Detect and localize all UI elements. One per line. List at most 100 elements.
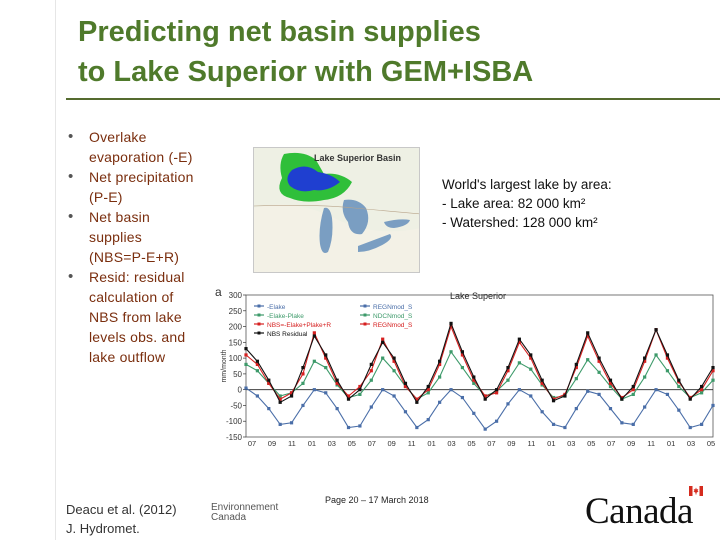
series-point-0 bbox=[301, 403, 305, 408]
x-tick-label: 11 bbox=[408, 439, 416, 447]
series-point-2 bbox=[631, 388, 635, 392]
series-point-2 bbox=[369, 369, 373, 373]
series-point-2 bbox=[301, 372, 305, 376]
series-point-0 bbox=[597, 392, 601, 396]
page-footer: Page 20 – 17 March 2018 bbox=[325, 495, 429, 505]
series-point-2 bbox=[255, 362, 259, 367]
facts-heading: World's largest lake by area: bbox=[442, 177, 612, 192]
series-point-0 bbox=[358, 424, 362, 428]
series-point-3 bbox=[472, 375, 476, 379]
bullet-item: • Net basin supplies (NBS=P-E+R) bbox=[62, 207, 202, 267]
x-tick-label: 03 bbox=[687, 439, 695, 447]
x-tick-label: 05 bbox=[348, 439, 356, 447]
series-line-1 bbox=[245, 350, 714, 400]
series-point-3 bbox=[643, 356, 647, 360]
series-point-0 bbox=[267, 407, 271, 411]
series-point-3 bbox=[289, 394, 294, 398]
series-point-3 bbox=[358, 388, 362, 392]
series-point-1 bbox=[529, 367, 533, 371]
series-point-3 bbox=[460, 350, 465, 354]
series-point-2 bbox=[426, 388, 430, 392]
series-point-2 bbox=[529, 356, 533, 360]
series-point-2 bbox=[278, 397, 282, 401]
series-point-3 bbox=[711, 365, 715, 370]
x-tick-label: 07 bbox=[368, 439, 376, 447]
series-point-1 bbox=[381, 356, 385, 360]
legend-marker bbox=[257, 322, 261, 326]
series-point-3 bbox=[346, 397, 351, 401]
lake-facts: World's largest lake by area: - Lake are… bbox=[442, 175, 712, 232]
series-point-0 bbox=[426, 418, 430, 422]
series-point-1 bbox=[711, 378, 715, 382]
y-tick-label: 100 bbox=[229, 354, 243, 363]
series-point-3 bbox=[540, 378, 544, 382]
series-point-2 bbox=[472, 378, 476, 382]
series-point-1 bbox=[449, 350, 453, 354]
series-point-3 bbox=[506, 365, 510, 370]
bullet-dot-icon: • bbox=[68, 268, 74, 285]
series-point-0 bbox=[654, 388, 658, 392]
series-point-2 bbox=[643, 359, 647, 363]
series-point-2 bbox=[438, 362, 442, 367]
series-point-0 bbox=[460, 395, 465, 400]
series-point-0 bbox=[346, 425, 351, 430]
series-point-2 bbox=[244, 353, 248, 357]
series-point-2 bbox=[381, 337, 385, 341]
series-point-2 bbox=[392, 359, 396, 363]
series-point-2 bbox=[415, 397, 419, 401]
x-tick-label: 01 bbox=[667, 439, 675, 447]
chart-title: Lake Superior bbox=[450, 291, 506, 301]
series-point-3 bbox=[654, 328, 658, 332]
series-point-3 bbox=[449, 321, 453, 325]
org-name-line-2: Canada bbox=[211, 512, 247, 523]
x-tick-label: 03 bbox=[567, 439, 575, 447]
series-point-1 bbox=[426, 391, 430, 395]
series-point-3 bbox=[335, 378, 339, 382]
canada-wordmark: Canada bbox=[585, 491, 693, 532]
series-point-0 bbox=[700, 422, 704, 426]
y-tick-label: 50 bbox=[233, 370, 242, 379]
series-point-0 bbox=[483, 427, 487, 431]
series-point-0 bbox=[244, 386, 248, 390]
slide-left-edge bbox=[55, 0, 56, 540]
series-point-0 bbox=[449, 388, 453, 392]
bullet-item: • Overlake evaporation (-E) bbox=[62, 127, 202, 167]
x-tick-label: 01 bbox=[547, 439, 555, 447]
series-point-3 bbox=[255, 359, 259, 363]
bullet-text: Net basin supplies (NBS=P-E+R) bbox=[89, 209, 180, 265]
legend-label: NBS Residual bbox=[267, 331, 308, 338]
series-point-2 bbox=[324, 356, 328, 360]
series-point-2 bbox=[289, 391, 294, 395]
chart-panel-label: a bbox=[215, 285, 222, 299]
x-tick-label: 07 bbox=[248, 439, 256, 447]
series-point-0 bbox=[631, 422, 635, 426]
x-tick-label: 09 bbox=[627, 439, 635, 447]
legend-marker bbox=[257, 313, 261, 317]
series-point-0 bbox=[403, 410, 408, 414]
x-tick-label: 03 bbox=[328, 439, 336, 447]
series-point-0 bbox=[551, 422, 556, 426]
y-tick-label: 200 bbox=[229, 323, 243, 332]
x-tick-label: 09 bbox=[268, 439, 276, 447]
x-tick-label: 05 bbox=[707, 439, 715, 447]
series-line-3 bbox=[245, 321, 714, 404]
legend-marker bbox=[257, 331, 261, 335]
facts-watershed: - Watershed: 128 000 km² bbox=[442, 215, 598, 230]
x-tick-label: 07 bbox=[607, 439, 615, 447]
map-title: Lake Superior Basin bbox=[314, 153, 402, 163]
series-point-0 bbox=[608, 407, 613, 411]
legend-marker bbox=[257, 304, 261, 308]
series-point-1 bbox=[312, 359, 316, 363]
legend-label: REGNmod_S bbox=[373, 304, 413, 311]
series-point-2 bbox=[700, 388, 704, 392]
series-point-1 bbox=[677, 384, 681, 389]
series-point-3 bbox=[665, 353, 670, 357]
series-point-1 bbox=[574, 377, 578, 381]
series-point-2 bbox=[312, 331, 316, 335]
series-point-1 bbox=[301, 381, 305, 385]
series-point-1 bbox=[438, 375, 442, 379]
bullet-text: Overlake evaporation (-E) bbox=[89, 129, 193, 165]
series-point-3 bbox=[324, 353, 328, 357]
series-point-0 bbox=[574, 407, 578, 411]
